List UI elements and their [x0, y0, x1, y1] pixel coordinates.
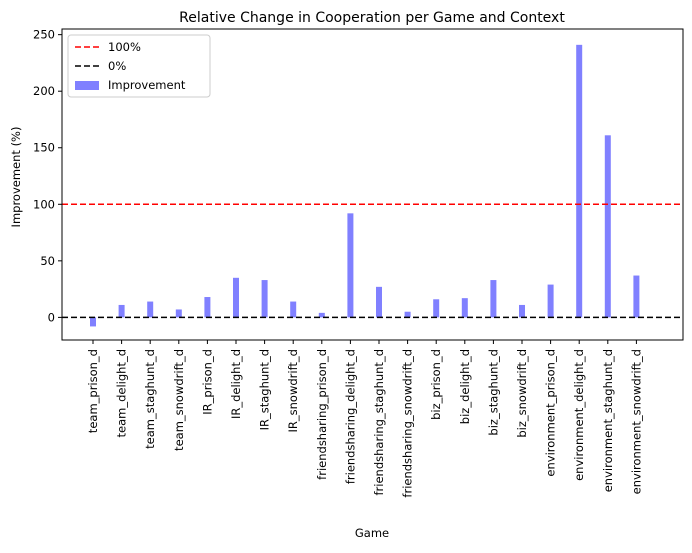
x-tick-label: IR_delight_d	[229, 349, 243, 419]
x-tick-label: environment_prison_d	[544, 349, 558, 477]
legend-box	[67, 34, 211, 98]
x-tick-label: team_delight_d	[115, 349, 129, 438]
y-tick-label: 150	[33, 141, 55, 155]
x-tick-label: friendsharing_staghunt_d	[372, 349, 386, 496]
x-tick-label: team_snowdrift_d	[172, 349, 186, 451]
bar-friendsharing_staghunt_d	[376, 286, 382, 318]
x-tick-label: friendsharing_snowdrift_d	[401, 349, 415, 498]
bar-IR_snowdrift_d	[290, 301, 297, 318]
legend-label: Improvement	[108, 78, 186, 92]
plot-area: 0 50 100 150 200 250 team_prison_d team_delight…	[33, 28, 683, 498]
y-axis-label: Improvement (%)	[9, 127, 23, 228]
x-tick-label: environment_delight_d	[572, 349, 586, 481]
legend: 100% 0% Improvement	[67, 34, 211, 98]
bar-environment_snowdrift_d	[633, 275, 640, 318]
bar-friendsharing_snowdrift_d	[404, 311, 411, 318]
bar-environment_delight_d	[576, 44, 583, 318]
x-tick-label: biz_delight_d	[458, 349, 472, 424]
x-tick-label: IR_snowdrift_d	[286, 349, 300, 432]
legend-bar-swatch	[75, 81, 99, 90]
chart-title: Relative Change in Cooperation per Game …	[179, 10, 565, 26]
x-tick-label: biz_staghunt_d	[486, 349, 500, 436]
bar-IR_staghunt_d	[261, 280, 268, 318]
bar-biz_delight_d	[461, 298, 468, 318]
x-tick-label: IR_prison_d	[200, 349, 214, 415]
bar-team_snowdrift_d	[175, 309, 182, 318]
bar-friendsharing_prison_d	[318, 312, 325, 318]
y-tick-label: 50	[40, 254, 55, 268]
y-tick-label: 250	[33, 28, 55, 42]
bar-IR_prison_d	[204, 297, 211, 318]
bar-friendsharing_delight_d	[347, 213, 354, 318]
x-tick-label: biz_prison_d	[429, 349, 443, 420]
bar-biz_prison_d	[433, 299, 440, 318]
bar-environment_staghunt_d	[604, 135, 611, 318]
x-tick-label: team_prison_d	[86, 349, 100, 433]
y-tick-label: 0	[48, 310, 55, 324]
x-tick-label: team_staghunt_d	[143, 349, 157, 449]
legend-label: 0%	[108, 59, 126, 73]
x-tick-label: IR_staghunt_d	[258, 349, 272, 430]
bar-team_prison_d	[90, 317, 96, 327]
x-tick-label: friendsharing_prison_d	[315, 349, 329, 480]
bar-IR_delight_d	[233, 277, 239, 318]
bar-biz_staghunt_d	[490, 280, 497, 318]
x-tick-label: environment_snowdrift_d	[629, 349, 643, 494]
bar-team_delight_d	[118, 304, 125, 318]
y-tick-label: 200	[33, 84, 55, 98]
x-tick-label: biz_snowdrift_d	[515, 349, 529, 438]
bar-environment_prison_d	[547, 284, 554, 318]
bar-biz_snowdrift_d	[519, 304, 525, 318]
x-axis-label: Game	[355, 526, 389, 540]
plot-frame	[61, 28, 684, 341]
x-tick-label: environment_staghunt_d	[601, 349, 615, 492]
x-tick-label: friendsharing_delight_d	[343, 349, 357, 484]
bar-team_staghunt_d	[147, 301, 154, 318]
y-tick-label: 100	[33, 197, 55, 211]
legend-label: 100%	[108, 40, 141, 54]
